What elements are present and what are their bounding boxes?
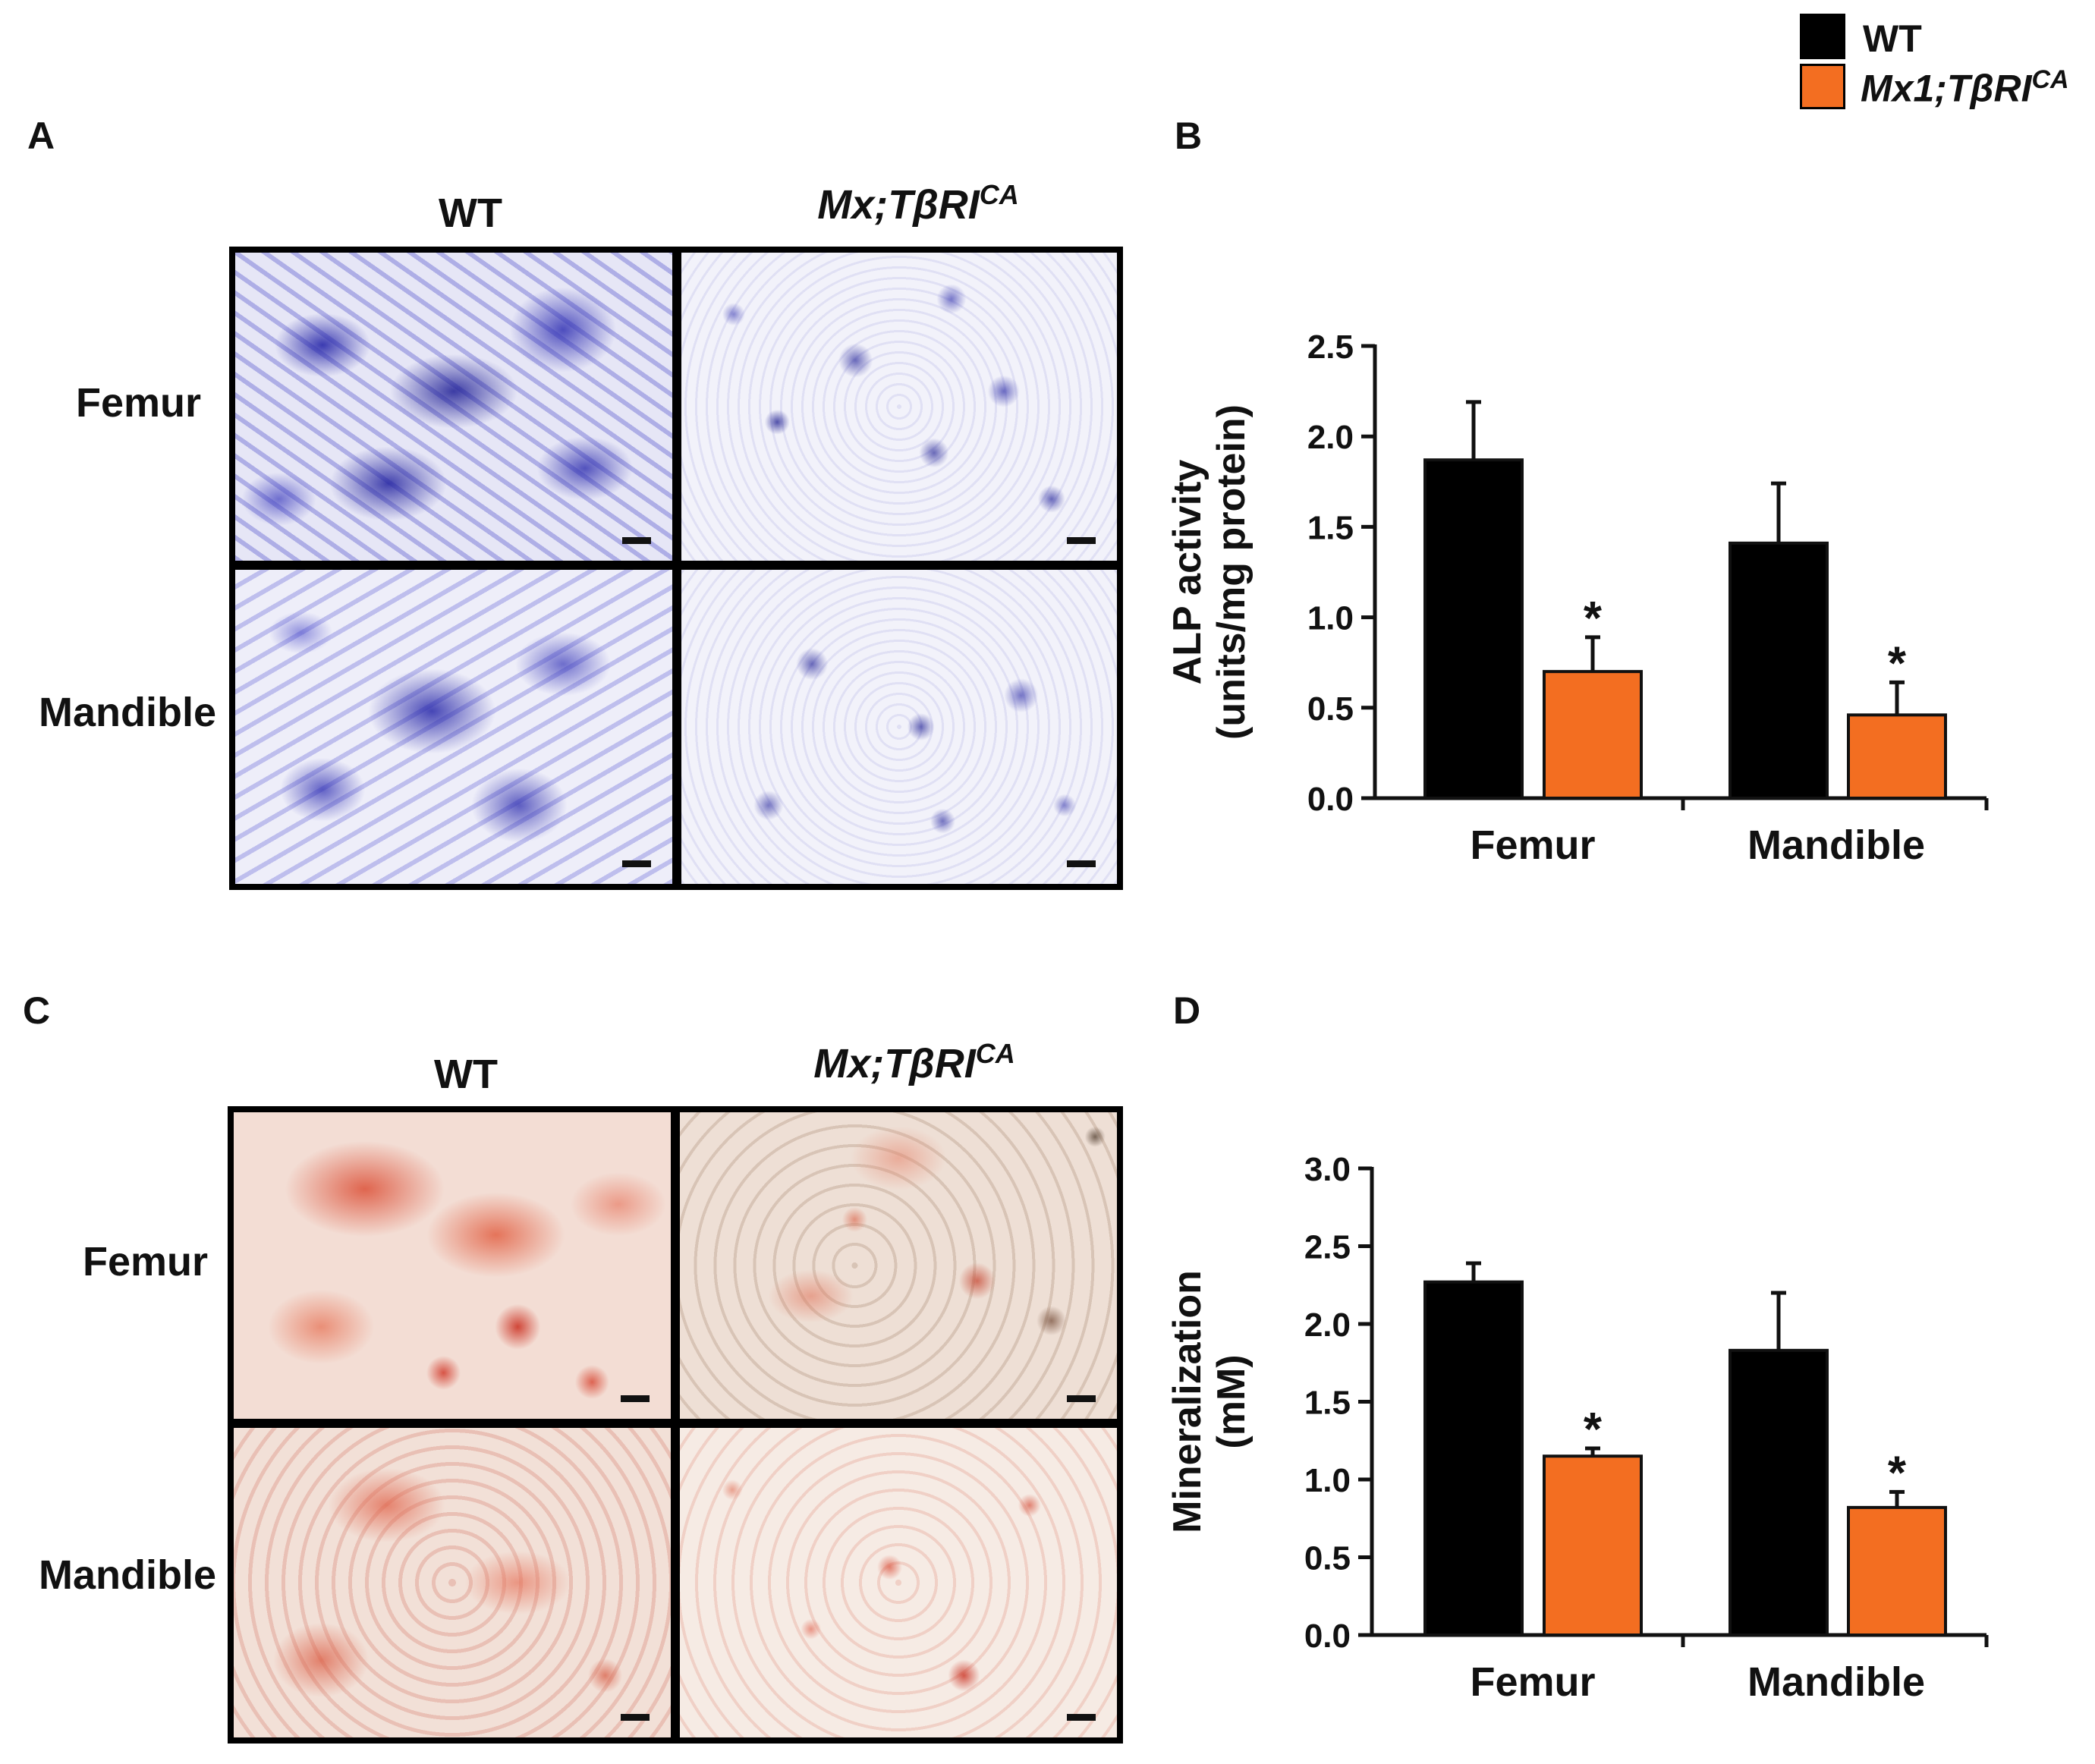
panel-c-row-femur: Femur	[82, 1239, 208, 1284]
panel-c-column-wt: WT	[434, 1052, 498, 1097]
panel-letter-a: A	[27, 115, 55, 157]
panel-letter-d: D	[1173, 989, 1201, 1032]
scale-bar	[1067, 1395, 1096, 1402]
scale-bar	[621, 1714, 650, 1721]
bar-mandible-mx	[1847, 713, 1947, 800]
alp-stain-wt-mandible-image	[229, 564, 678, 890]
bar-femur-wt	[1423, 1280, 1524, 1637]
significance-star: *	[1888, 637, 1907, 690]
panel-letter-c: C	[23, 989, 51, 1032]
scale-bar	[622, 537, 651, 544]
x-category-label: Mandible	[1747, 822, 1925, 868]
y-tick-label: 1.5	[1307, 509, 1354, 546]
significance-star: *	[1888, 1447, 1907, 1499]
y-axis-label-line2: (units/mg protein)	[1210, 404, 1254, 740]
scale-bar	[1067, 1714, 1096, 1721]
y-tick-label: 2.0	[1304, 1306, 1351, 1344]
bar-femur-mx	[1543, 1454, 1643, 1637]
y-tick-label: 0.0	[1304, 1618, 1351, 1655]
scale-bar	[1067, 537, 1096, 544]
panel-a-row-femur: Femur	[75, 380, 201, 426]
y-tick-label: 1.0	[1307, 600, 1354, 637]
bar-mandible-mx	[1847, 1505, 1947, 1637]
panel-a-column-wt: WT	[439, 190, 502, 236]
y-axis-label-line1: ALP activity	[1165, 460, 1210, 685]
ars-stain-wt-femur-image	[228, 1106, 677, 1425]
scale-bar	[622, 860, 651, 867]
x-category-label: Mandible	[1747, 1659, 1925, 1705]
y-axis-label-line1: Mineralization	[1165, 1270, 1210, 1533]
chart-panel-b: 0.0 0.5 1.0 1.5 2.0 2.5 * Femur * Mandible ALP act…	[1165, 329, 1989, 868]
ars-stain-mx-mandible-image	[674, 1422, 1123, 1744]
y-tick-label: 3.0	[1304, 1151, 1351, 1188]
y-tick-label: 2.5	[1307, 329, 1354, 366]
legend-label-mx1: Mx1;TβRICA	[1861, 65, 2069, 111]
bar-mandible-wt	[1729, 541, 1829, 800]
panel-c-column-mx-prefix: Mx;TβRI	[813, 1041, 976, 1086]
x-category-label: Femur	[1470, 822, 1595, 868]
alp-stain-mx-mandible-image	[675, 564, 1123, 890]
bar-femur-mx	[1543, 670, 1643, 800]
y-tick-label: 0.5	[1307, 690, 1354, 728]
legend-label-mx1-prefix: Mx1;TβRI	[1861, 67, 2032, 110]
y-axis-label-line2: (mM)	[1210, 1354, 1254, 1448]
panel-c-row-mandible: Mandible	[38, 1552, 216, 1598]
significance-star: *	[1584, 593, 1603, 645]
panel-a-column-mx: Mx;TβRICA	[706, 179, 1131, 228]
alp-stain-wt-femur-image	[229, 247, 678, 567]
panel-c-column-mx-sup: CA	[975, 1038, 1015, 1069]
y-tick-label: 0.0	[1307, 781, 1354, 818]
legend-swatch-wt	[1800, 14, 1845, 59]
panel-letter-b: B	[1175, 115, 1203, 157]
legend-label-wt: WT	[1863, 17, 1922, 60]
y-tick-label: 2.0	[1307, 419, 1354, 456]
ars-stain-mx-femur-image	[674, 1106, 1123, 1425]
bar-mandible-wt	[1729, 1348, 1829, 1637]
legend-label-mx1-sup: CA	[2031, 65, 2069, 94]
scale-bar	[1067, 860, 1096, 867]
significance-star: *	[1584, 1404, 1603, 1456]
y-tick-label: 0.5	[1304, 1540, 1351, 1577]
y-tick-label: 2.5	[1304, 1229, 1351, 1266]
alp-stain-mx-femur-image	[675, 247, 1123, 567]
bar-femur-wt	[1423, 458, 1524, 800]
panel-a-row-mandible: Mandible	[38, 690, 216, 735]
panel-c-column-mx: Mx;TβRICA	[702, 1038, 1127, 1087]
panel-a-column-mx-sup: CA	[979, 179, 1019, 210]
scale-bar	[621, 1395, 650, 1402]
legend-swatch-mx1	[1800, 64, 1845, 109]
chart-panel-d: 0.0 0.5 1.0 1.5 2.0 2.5 3.0 * Femur * Mandible Mine…	[1165, 1151, 1989, 1705]
y-tick-label: 1.0	[1304, 1462, 1351, 1499]
ars-stain-wt-mandible-image	[228, 1422, 677, 1744]
x-category-label: Femur	[1470, 1659, 1595, 1705]
panel-a-column-mx-prefix: Mx;TβRI	[817, 182, 980, 228]
y-tick-label: 1.5	[1304, 1385, 1351, 1422]
